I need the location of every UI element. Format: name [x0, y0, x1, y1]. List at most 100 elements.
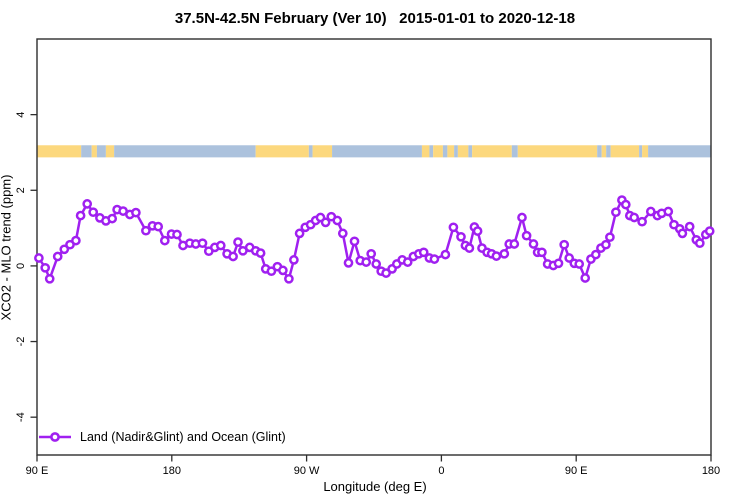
data-point — [52, 251, 63, 262]
legend: Land (Nadir&Glint) and Ocean (Glint) — [38, 428, 286, 446]
y-tick-label: 4 — [15, 112, 27, 118]
data-point — [266, 266, 277, 277]
data-point — [337, 228, 348, 239]
data-point — [645, 206, 656, 217]
data-point — [694, 238, 705, 249]
data-point — [320, 217, 331, 228]
map-strip-land-segment — [601, 145, 607, 158]
map-strip-land-segment — [642, 145, 649, 158]
data-point — [172, 229, 182, 240]
chart-title: 37.5N-42.5N February (Ver 10) 2015-01-01… — [174, 10, 576, 27]
map-strip-ocean-segment — [308, 145, 313, 158]
data-point — [448, 222, 459, 233]
data-point — [131, 207, 141, 218]
y-tick-label: -4 — [15, 412, 27, 422]
x-tick-label: 90 W — [294, 465, 320, 477]
y-tick-label: 0 — [15, 263, 27, 269]
plot-box — [36, 38, 712, 456]
y-tick-label: 2 — [15, 187, 27, 193]
data-point — [429, 254, 440, 264]
data-point — [580, 273, 591, 283]
data-point — [228, 251, 238, 262]
data-point — [197, 238, 208, 249]
data-point — [71, 235, 81, 246]
map-strip-land-segment — [421, 145, 430, 158]
data-point — [637, 216, 647, 227]
map-strip-ocean-segment — [597, 145, 602, 158]
legend-label: Land (Nadir&Glint) and Ocean (Glint) — [80, 430, 286, 444]
legend-marker-icon — [39, 432, 71, 442]
x-axis-label: Longitude (deg E) — [323, 479, 427, 494]
x-tick-label: 180 — [163, 465, 181, 477]
map-strip-ocean-segment — [442, 145, 448, 158]
data-point — [677, 228, 688, 239]
x-tick-label: 90 E — [26, 465, 49, 477]
map-strip-ocean-segment — [639, 145, 643, 158]
data-point — [34, 253, 44, 263]
data-point — [704, 226, 715, 236]
map-strip-ocean-segment — [648, 145, 711, 158]
x-tick-label: 180 — [702, 465, 720, 477]
map-strip-land-segment — [312, 145, 333, 158]
y-tick-label: -2 — [15, 337, 27, 347]
data-point — [361, 257, 372, 267]
map-strip-land-segment — [91, 145, 97, 158]
data-point — [559, 239, 570, 250]
data-point — [553, 258, 564, 269]
data-point — [472, 226, 483, 236]
data-point — [107, 213, 118, 224]
data-point — [418, 247, 429, 258]
data-point — [402, 257, 413, 267]
data-point — [491, 251, 502, 261]
data-point — [278, 265, 288, 276]
data-point — [82, 199, 93, 209]
map-strip-land-segment — [447, 145, 455, 158]
data-point — [88, 207, 99, 218]
data-point — [289, 255, 299, 265]
data-point — [75, 210, 86, 221]
data-point — [574, 259, 585, 269]
data-point — [521, 230, 532, 241]
map-strip-ocean-segment — [332, 145, 422, 158]
map-strip-land-segment — [472, 145, 512, 158]
data-point — [528, 239, 539, 249]
x-tick-label: 90 E — [565, 465, 588, 477]
x-tick-label: 0 — [438, 465, 444, 477]
data-point — [233, 237, 243, 247]
data-point — [663, 206, 674, 217]
data-point — [590, 249, 601, 260]
data-point — [294, 228, 305, 239]
map-strip-ocean-segment — [606, 145, 611, 158]
data-point — [611, 207, 621, 218]
map-strip-land-segment — [517, 145, 598, 158]
map-strip-ocean-segment — [454, 145, 458, 158]
data-point — [440, 249, 451, 260]
data-point — [366, 248, 377, 259]
data-point — [255, 248, 266, 258]
data-point — [44, 273, 55, 284]
map-strip-land-segment — [37, 145, 82, 158]
data-point — [605, 232, 615, 243]
map-strip-land-segment — [457, 145, 469, 158]
data-point — [620, 199, 631, 210]
data-point — [332, 215, 343, 226]
data-point — [684, 221, 695, 232]
data-point — [159, 235, 170, 246]
data-point — [371, 259, 382, 269]
data-point — [349, 236, 360, 247]
data-point — [517, 212, 527, 223]
data-point — [601, 239, 611, 250]
data-point — [141, 225, 151, 236]
data-point — [464, 243, 475, 253]
map-strip-ocean-segment — [114, 145, 256, 158]
map-strip-ocean-segment — [511, 145, 518, 158]
map-strip-ocean-segment — [429, 145, 434, 158]
map-strip-land-segment — [255, 145, 309, 158]
data-point — [629, 212, 640, 223]
map-strip-ocean-segment — [81, 145, 92, 158]
map-strip-ocean-segment — [96, 145, 106, 158]
data-point — [40, 262, 51, 273]
data-point — [456, 231, 466, 242]
